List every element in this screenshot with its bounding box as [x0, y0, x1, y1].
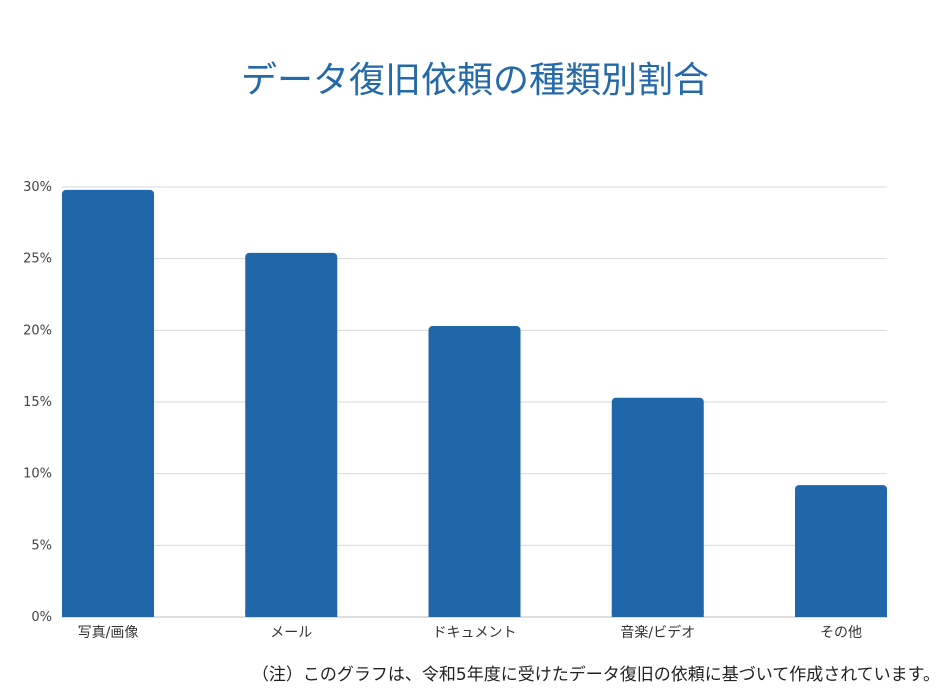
x-category-label: その他 — [820, 625, 862, 641]
x-axis-labels: 写真/画像 メール ドキュメント 音楽/ビデオ その他 — [78, 624, 862, 641]
bar-base — [62, 611, 154, 617]
bar — [245, 252, 338, 617]
bar — [611, 397, 704, 617]
y-tick-label: 10% — [23, 467, 52, 482]
bars — [62, 189, 887, 617]
bar-base — [428, 611, 521, 617]
x-category-label: ドキュメント — [433, 625, 517, 641]
y-tick-label: 15% — [23, 395, 52, 410]
x-category-label: 写真/画像 — [78, 625, 139, 641]
y-tick-label: 20% — [23, 323, 52, 338]
bar-base — [795, 611, 887, 617]
footnote: （注）このグラフは、令和5年度に受けたデータ復旧の依頼に基づいて作成されています… — [252, 664, 940, 685]
x-category-label: 音楽/ビデオ — [620, 624, 695, 641]
y-tick-label: 25% — [23, 252, 52, 267]
chart-title: データ復旧依頼の種類別割合 — [241, 60, 709, 101]
bar-base — [245, 611, 338, 617]
y-tick-label: 30% — [23, 180, 52, 195]
y-tick-label: 5% — [31, 538, 52, 553]
y-axis-ticks: 0% 5% 10% 15% 20% 25% 30% — [23, 180, 52, 625]
y-tick-label: 0% — [31, 610, 52, 625]
bar — [795, 485, 887, 617]
bar — [62, 189, 154, 617]
bar — [428, 326, 521, 617]
x-category-label: メール — [270, 625, 312, 641]
bar-base — [611, 611, 704, 617]
